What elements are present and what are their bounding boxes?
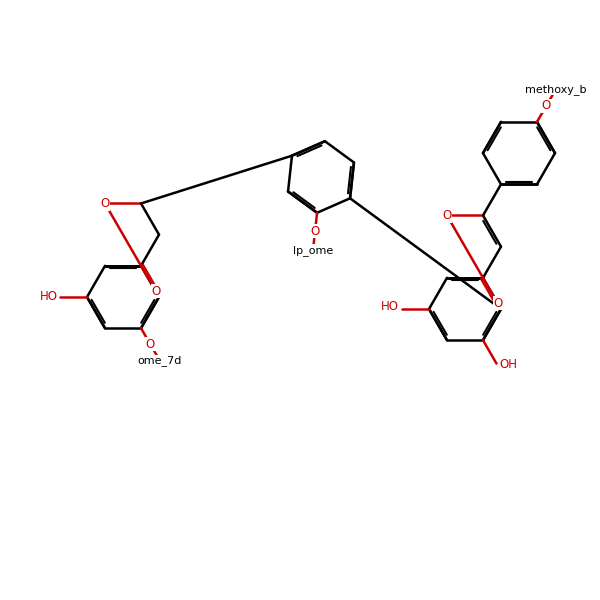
Text: HO: HO [381, 299, 399, 313]
Text: ome_7d: ome_7d [138, 355, 182, 367]
Text: O: O [442, 209, 452, 222]
Text: OH: OH [500, 358, 517, 371]
Text: lp_ome: lp_ome [293, 245, 333, 256]
Text: O: O [493, 297, 502, 310]
Text: O: O [146, 338, 155, 351]
Text: O: O [542, 99, 551, 112]
Text: O: O [100, 197, 110, 210]
Text: O: O [310, 225, 320, 238]
Text: O: O [151, 285, 160, 298]
Text: HO: HO [40, 290, 58, 304]
Text: methoxy_b: methoxy_b [525, 84, 587, 95]
